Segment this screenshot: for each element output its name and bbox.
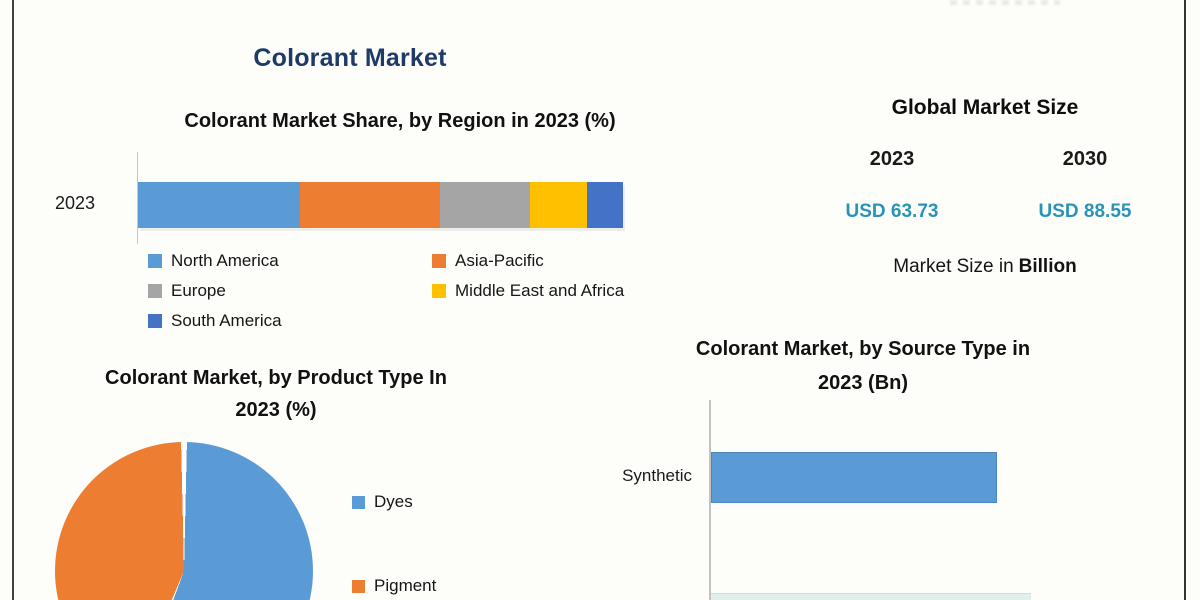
legend-item-north-america: North America xyxy=(148,251,432,271)
legend-label: Asia-Pacific xyxy=(455,251,544,270)
right-border-line xyxy=(1184,0,1186,600)
pie-legend-item-pigment: Pigment xyxy=(352,576,436,596)
pie-chart-legend: Dyes Pigment xyxy=(352,492,436,596)
page-title: Colorant Market xyxy=(253,44,447,72)
legend-swatch-middle-east-and-africa xyxy=(432,284,446,298)
source-chart-axis-line xyxy=(709,400,711,600)
legend-label: South America xyxy=(171,311,282,330)
region-chart-legend: North America Europe South America Asia-Pac… xyxy=(148,251,624,331)
global-market-size-title: Global Market Size xyxy=(891,96,1079,119)
market-size-value-2023: USD 63.73 xyxy=(845,201,939,222)
source-chart-plot-area xyxy=(711,400,1161,600)
region-chart-category-label: 2023 xyxy=(55,193,96,213)
legend-item-europe: Europe xyxy=(148,281,432,301)
bar-segment-europe xyxy=(440,182,530,228)
pie-legend-swatch-dyes xyxy=(352,495,365,509)
legend-swatch-north-america xyxy=(148,254,162,268)
cropped-second-bar xyxy=(711,593,1031,600)
source-chart-category-label: Synthetic xyxy=(622,466,692,485)
pie-chart-title-line2: 2023 (%) xyxy=(235,399,317,421)
source-chart-title-line1: Colorant Market, by Source Type in xyxy=(695,338,1031,360)
synthetic-bar xyxy=(711,452,997,503)
source-chart-title: Colorant Market, by Source Type in 2023 … xyxy=(663,332,1063,400)
market-size-caption: Market Size in Billion xyxy=(785,256,1185,278)
legend-swatch-south-america xyxy=(148,314,162,328)
legend-swatch-europe xyxy=(148,284,162,298)
legend-column: Asia-Pacific Middle East and Africa xyxy=(432,251,624,331)
legend-swatch-asia-pacific xyxy=(432,254,446,268)
cropped-text-fragment xyxy=(950,0,1060,5)
legend-item-south-america: South America xyxy=(148,311,432,331)
market-size-year-2030: 2030 xyxy=(1062,148,1108,170)
product-type-pie xyxy=(55,442,313,600)
pie-legend-item-dyes: Dyes xyxy=(352,492,436,512)
bar-segment-asia-pacific xyxy=(299,182,441,228)
legend-label: Europe xyxy=(171,281,226,300)
legend-item-middle-east-and-africa: Middle East and Africa xyxy=(432,281,624,301)
source-chart-title-line2: 2023 (Bn) xyxy=(817,372,909,394)
pie-legend-swatch-pigment xyxy=(352,579,365,593)
bar-segment-north-america xyxy=(138,182,300,228)
left-border-line xyxy=(12,0,14,600)
region-chart-axis-line xyxy=(137,152,138,244)
legend-item-asia-pacific: Asia-Pacific xyxy=(432,251,624,271)
region-stacked-bar xyxy=(138,182,623,228)
bar-segment-south-america xyxy=(587,182,623,228)
legend-column: North America Europe South America xyxy=(148,251,432,331)
pie-chart-title-line1: Colorant Market, by Product Type In xyxy=(105,367,447,389)
legend-label: Middle East and Africa xyxy=(455,281,625,300)
pie-legend-label: Dyes xyxy=(374,492,413,511)
market-size-year-2023: 2023 xyxy=(869,148,915,170)
bar-segment-middle-east-and-africa xyxy=(529,182,588,228)
pie-chart-title: Colorant Market, by Product Type In 2023… xyxy=(56,362,496,426)
market-size-caption-prefix: Market Size in xyxy=(893,256,1014,277)
pie-legend-label: Pigment xyxy=(374,576,437,595)
region-chart-title: Colorant Market Share, by Region in 2023… xyxy=(184,110,616,132)
market-size-caption-unit: Billion xyxy=(1018,256,1077,277)
market-size-value-2030: USD 88.55 xyxy=(1038,201,1132,222)
legend-label: North America xyxy=(171,251,279,270)
